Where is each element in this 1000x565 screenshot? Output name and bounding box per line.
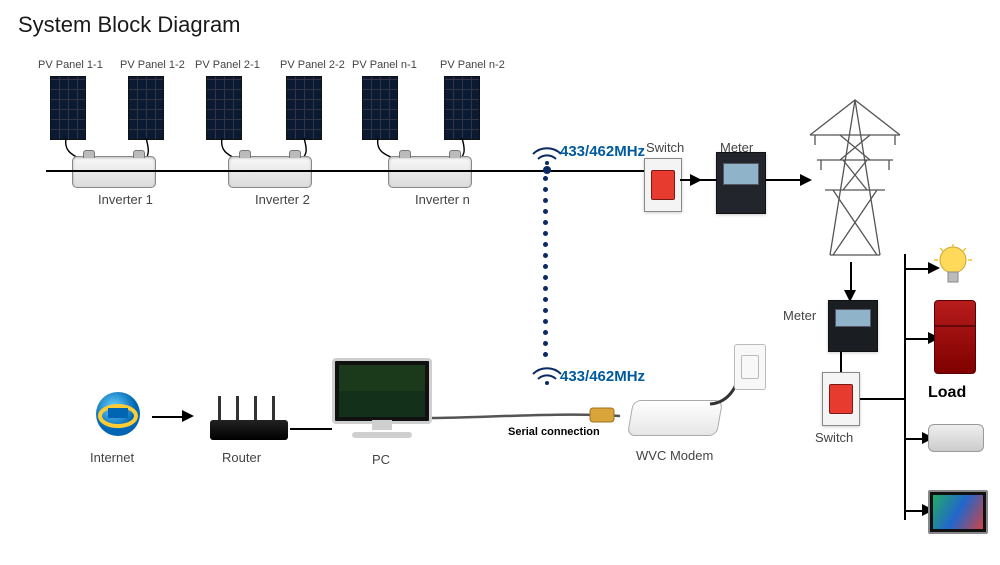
modem-label: WVC Modem [636,448,713,463]
rf-dot [543,209,548,214]
ac-icon [928,424,984,452]
rf-dot [543,352,548,357]
connector-line [290,428,332,430]
router-icon [210,396,288,440]
rf-dot [543,264,548,269]
tower-icon [795,95,915,260]
rf-dot [543,187,548,192]
rf-dot [543,253,548,258]
rf-dot [543,341,548,346]
internet-label: Internet [90,450,134,465]
load-trunk [904,254,906,520]
rf-dot [543,166,551,174]
switch-label: Switch [646,140,684,155]
rf-dot [543,330,548,335]
rf-dot [543,297,548,302]
tv-icon [928,490,988,534]
rf-dot [543,220,548,225]
rf-dot [543,286,548,291]
rf-dot [543,231,548,236]
inverter-label-n: Inverter n [415,192,470,207]
freq-label-bottom: 433/462MHz [560,368,645,385]
inverter-label-2: Inverter 2 [255,192,310,207]
arrow-right-icon [182,410,194,422]
switch-icon [822,372,860,426]
internet-icon [90,386,146,442]
rf-dot [543,242,548,247]
serial-label: Serial connection [508,426,600,438]
inverter-icon [228,156,312,188]
freq-label-top: 433/462MHz [560,143,645,160]
bulb-icon [934,244,972,288]
switch-icon [644,158,682,212]
pc-icon [332,358,432,438]
serial-cable [420,400,640,450]
pc-label: PC [372,452,390,467]
rf-dot [543,308,548,313]
rf-dot [543,176,548,181]
meter-icon [716,152,766,214]
fridge-icon [934,300,976,374]
connector-line [680,179,716,181]
connector-line [152,416,184,418]
connector-line [860,398,904,400]
block-diagram-canvas: { "title": "System Block Diagram", "titl… [0,0,1000,565]
inverter-icon [72,156,156,188]
meter-icon [828,300,878,352]
rf-dot [543,319,548,324]
rf-dot [543,198,548,203]
rf-dot [543,275,548,280]
outlet-icon [734,344,766,390]
connector-line [840,352,842,372]
connector-line [850,262,852,292]
inverter-icon [388,156,472,188]
inverter-label-1: Inverter 1 [98,192,153,207]
meter2-label: Meter [783,308,816,323]
switch2-label: Switch [815,430,853,445]
load-label: Load [928,384,966,402]
router-label: Router [222,450,261,465]
